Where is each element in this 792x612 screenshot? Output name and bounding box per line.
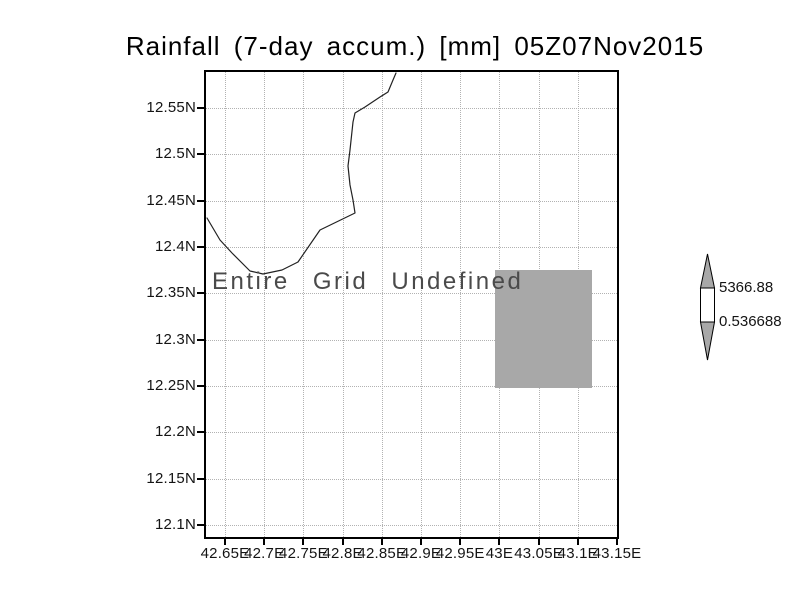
x-axis-tick-label: 42.9E	[400, 545, 442, 562]
y-axis-tick	[197, 245, 204, 248]
longitude-gridline	[342, 72, 344, 537]
longitude-gridline	[381, 72, 383, 537]
x-axis-tick-label: 43.1E	[557, 545, 598, 562]
x-axis-tick-label: 42.7E	[244, 545, 285, 562]
y-axis-tick-label: 12.2N	[154, 423, 196, 441]
y-axis-tick	[197, 338, 204, 341]
x-axis-tick	[459, 539, 462, 545]
longitude-gridline	[303, 72, 305, 537]
longitude-gridline	[264, 72, 266, 537]
x-axis-tick-label: 42.75E	[279, 545, 328, 562]
y-axis-tick	[197, 153, 204, 156]
y-axis-tick-label: 12.5N	[154, 145, 196, 163]
y-axis-tick-label: 12.45N	[146, 191, 196, 209]
y-axis-tick	[197, 431, 204, 434]
plot-title: Rainfall (7-day accum.) [mm] 05Z07Nov201…	[125, 31, 705, 61]
x-axis-tick	[302, 539, 305, 545]
y-axis-tick	[197, 523, 204, 526]
x-axis-tick	[380, 539, 383, 545]
y-axis-tick	[197, 292, 204, 295]
longitude-gridline	[617, 72, 618, 537]
y-axis-tick-label: 12.4N	[154, 237, 196, 255]
colorbar	[699, 253, 716, 361]
x-axis-tick	[341, 539, 344, 545]
x-axis-tick-label: 42.65E	[200, 545, 250, 562]
y-axis-tick	[197, 477, 204, 480]
longitude-gridline	[224, 72, 226, 537]
x-axis-tick	[616, 539, 618, 545]
coastline-path	[206, 72, 397, 275]
y-axis-tick-label: 12.3N	[154, 330, 196, 348]
longitude-gridline	[420, 72, 422, 537]
y-axis-tick	[197, 106, 204, 109]
x-axis-tick-label: 43.05E	[514, 545, 563, 562]
y-axis-tick-label: 12.55N	[146, 98, 196, 116]
latitude-gridline	[206, 246, 617, 248]
y-axis-tick	[197, 384, 204, 387]
colorbar-max-value: 5366.88	[719, 279, 774, 296]
x-axis-tick	[419, 539, 422, 545]
x-axis-tick	[263, 539, 266, 545]
colorbar-upper-arrow	[699, 253, 716, 289]
latitude-gridline	[206, 385, 617, 387]
x-axis-tick-label: 42.85E	[357, 545, 407, 562]
y-axis-tick-label: 12.25N	[146, 376, 196, 394]
y-axis-tick-label: 12.1N	[154, 515, 196, 533]
colorbar-min-value: 0.536688	[719, 313, 782, 330]
x-axis-tick	[537, 539, 540, 545]
x-axis-tick-label: 42.8E	[322, 545, 363, 562]
latitude-gridline	[206, 107, 617, 109]
y-axis-tick-label: 12.35N	[146, 284, 196, 302]
x-axis-tick	[498, 539, 501, 545]
latitude-gridline	[206, 293, 617, 295]
longitude-gridline	[460, 72, 462, 537]
x-axis-tick-label: 42.95E	[435, 545, 485, 562]
y-axis-tick	[197, 199, 204, 202]
latitude-gridline	[206, 339, 617, 341]
colorbar-mid-segment	[700, 287, 715, 323]
latitude-gridline	[206, 478, 617, 480]
latitude-gridline	[206, 200, 617, 202]
x-axis-tick-label: 43.15E	[592, 545, 642, 562]
shaded-grid-cell	[495, 270, 592, 388]
undefined-grid-label: Entire Grid Undefined	[212, 268, 524, 295]
latitude-gridline	[206, 524, 617, 526]
x-axis-tick	[576, 539, 579, 545]
y-axis-tick-label: 12.15N	[146, 469, 196, 487]
map-layer	[206, 72, 592, 388]
colorbar-lower-arrow	[699, 321, 716, 361]
latitude-gridline	[206, 154, 617, 156]
latitude-gridline	[206, 432, 617, 434]
x-axis-tick	[223, 539, 226, 545]
x-axis-tick-label: 43E	[485, 545, 514, 562]
